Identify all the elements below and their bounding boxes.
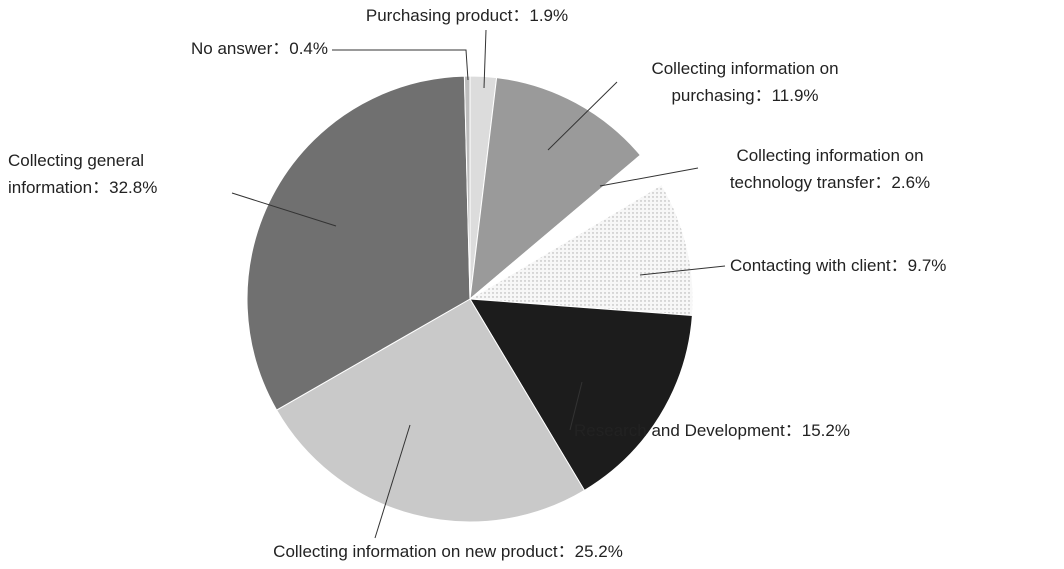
value-label: 32.8% <box>109 178 157 197</box>
pie-slice <box>469 298 693 492</box>
slice-label: Collecting information on new product：25… <box>273 542 623 561</box>
category-name: information <box>8 178 92 197</box>
pie-slice <box>246 75 471 411</box>
category-name: Collecting information on <box>651 59 838 78</box>
slice-label: Research and Development：15.2% <box>574 421 850 440</box>
category-name: technology transfer <box>730 173 875 192</box>
pie-slice <box>469 77 642 301</box>
pie-slice <box>275 298 586 523</box>
slice-label: Collecting information on purchasing：11.9… <box>651 59 838 105</box>
separator: ： <box>272 39 289 58</box>
value-label: 0.4% <box>289 39 328 58</box>
category-name: Collecting general <box>8 151 144 170</box>
slice-label: Collecting general information：32.8% <box>8 151 157 197</box>
category-name: No answer <box>191 39 273 58</box>
separator: ： <box>558 542 575 561</box>
leader-line <box>547 81 618 151</box>
category-name: Collecting information on <box>736 146 923 165</box>
value-label: 9.7% <box>908 256 947 275</box>
leader-line <box>483 29 487 89</box>
value-label: 2.6% <box>891 173 930 192</box>
leader-line <box>231 192 337 227</box>
leader-line <box>332 49 469 81</box>
pie-slice <box>463 75 471 300</box>
category-name: Purchasing product <box>366 6 513 25</box>
category-name: Research and Development <box>574 421 785 440</box>
value-label: 1.9% <box>529 6 568 25</box>
leader-line <box>639 265 726 276</box>
category-name: Collecting information on new product <box>273 542 558 561</box>
value-label: 11.9% <box>772 86 819 105</box>
separator: ： <box>512 6 529 25</box>
leader-line <box>599 167 699 187</box>
slice-label: Collecting information on technology tran… <box>730 146 930 192</box>
category-name: Contacting with client <box>730 256 891 275</box>
leader-line <box>569 381 583 431</box>
separator: ： <box>785 421 802 440</box>
slice-label: No answer：0.4% <box>191 39 328 58</box>
pie-slice <box>468 184 694 317</box>
separator: ： <box>755 86 772 105</box>
value-label: 25.2% <box>575 542 623 561</box>
leader-line <box>374 424 411 539</box>
slice-label: Purchasing product：1.9% <box>366 6 568 25</box>
separator: ： <box>891 256 908 275</box>
separator: ： <box>874 173 891 192</box>
pie <box>246 75 694 523</box>
labels: Purchasing product：1.9%Collecting inform… <box>8 6 946 561</box>
value-label: 15.2% <box>802 421 850 440</box>
slice-label: Contacting with client：9.7% <box>730 256 946 275</box>
category-name: purchasing <box>671 86 754 105</box>
separator: ： <box>92 178 109 197</box>
